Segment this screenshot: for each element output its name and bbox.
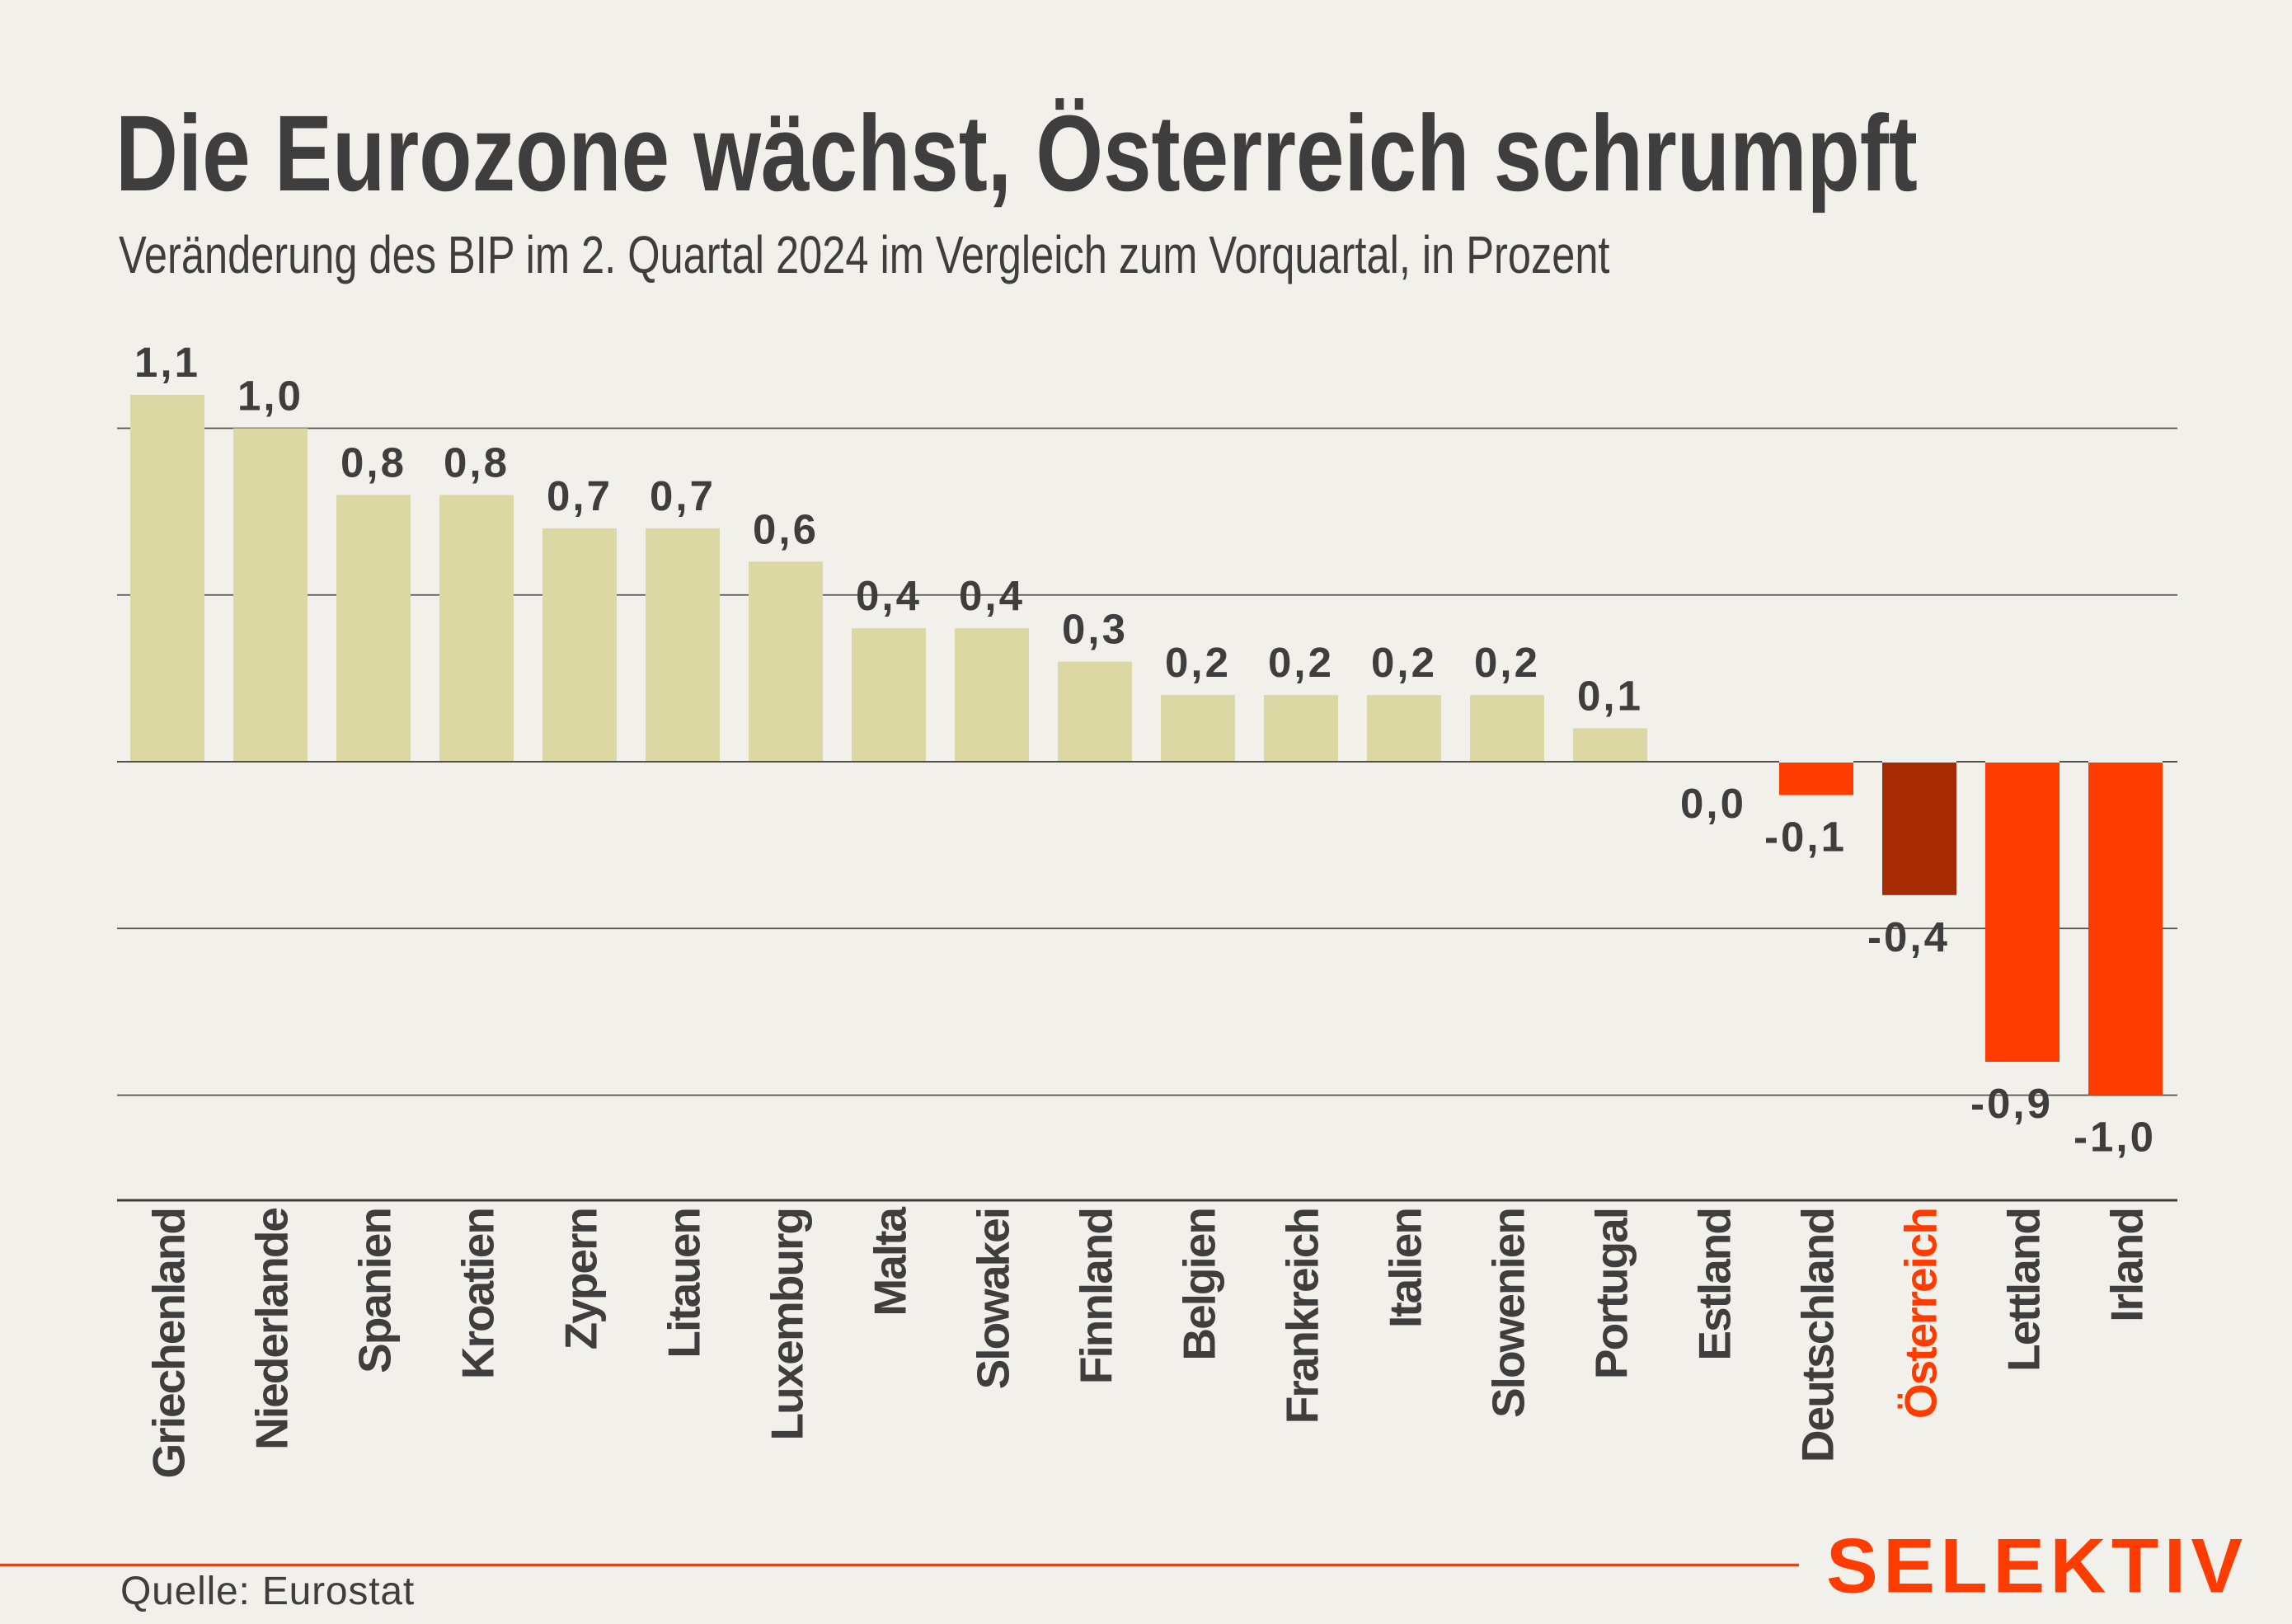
svg-text:Finnland: Finnland [1071, 1209, 1122, 1384]
svg-text:Die Eurozone wächst, Österreic: Die Eurozone wächst, Österreich schrumpf… [115, 93, 1918, 214]
svg-text:0,8: 0,8 [341, 439, 406, 486]
svg-text:0,1: 0,1 [1577, 673, 1643, 720]
svg-text:-0,9: -0,9 [1970, 1080, 2053, 1127]
svg-text:-0,4: -0,4 [1867, 913, 1950, 960]
svg-text:Deutschland: Deutschland [1792, 1209, 1843, 1462]
svg-text:Malta: Malta [865, 1207, 916, 1317]
svg-text:Litauen: Litauen [659, 1209, 710, 1359]
svg-text:Lettland: Lettland [1998, 1209, 2050, 1372]
svg-text:1,0: 1,0 [237, 373, 303, 420]
svg-text:Irland: Irland [2102, 1209, 2153, 1322]
svg-text:Österreich: Österreich [1895, 1209, 1947, 1419]
svg-text:1,1: 1,1 [134, 339, 200, 386]
svg-text:0,7: 0,7 [650, 472, 716, 519]
svg-text:Spanien: Spanien [350, 1209, 401, 1373]
svg-text:0,4: 0,4 [959, 572, 1025, 619]
svg-text:-0,1: -0,1 [1764, 814, 1847, 861]
svg-text:Zypern: Zypern [556, 1209, 607, 1349]
svg-text:0,2: 0,2 [1371, 639, 1437, 686]
svg-text:0,4: 0,4 [856, 572, 922, 619]
svg-text:Slowakei: Slowakei [968, 1209, 1019, 1389]
svg-text:0,2: 0,2 [1474, 639, 1540, 686]
svg-text:Luxemburg: Luxemburg [762, 1209, 813, 1440]
svg-text:0,6: 0,6 [753, 505, 819, 552]
svg-text:0,2: 0,2 [1268, 639, 1334, 686]
svg-text:Griechenland: Griechenland [143, 1209, 195, 1478]
svg-text:Portugal: Portugal [1586, 1209, 1637, 1379]
svg-text:-1,0: -1,0 [2074, 1114, 2156, 1161]
svg-text:0,8: 0,8 [444, 439, 510, 486]
svg-text:Niederlande: Niederlande [247, 1209, 298, 1450]
svg-text:0,3: 0,3 [1062, 606, 1128, 653]
svg-text:0,7: 0,7 [547, 472, 613, 519]
svg-text:Veränderung des BIP im 2. Quar: Veränderung des BIP im 2. Quartal 2024 i… [119, 226, 1609, 284]
svg-text:SELEKTIV: SELEKTIV [1826, 1523, 2248, 1609]
svg-text:Italien: Italien [1380, 1209, 1431, 1328]
svg-text:0,2: 0,2 [1165, 639, 1231, 686]
svg-text:Quelle: Eurostat: Quelle: Eurostat [120, 1570, 415, 1613]
svg-text:Belgien: Belgien [1174, 1209, 1225, 1361]
svg-text:Frankreich: Frankreich [1277, 1209, 1328, 1424]
svg-text:Kroatien: Kroatien [453, 1209, 504, 1379]
svg-text:Slowenien: Slowenien [1483, 1209, 1534, 1418]
svg-text:0,0: 0,0 [1680, 780, 1746, 827]
svg-text:Estland: Estland [1689, 1209, 1740, 1361]
